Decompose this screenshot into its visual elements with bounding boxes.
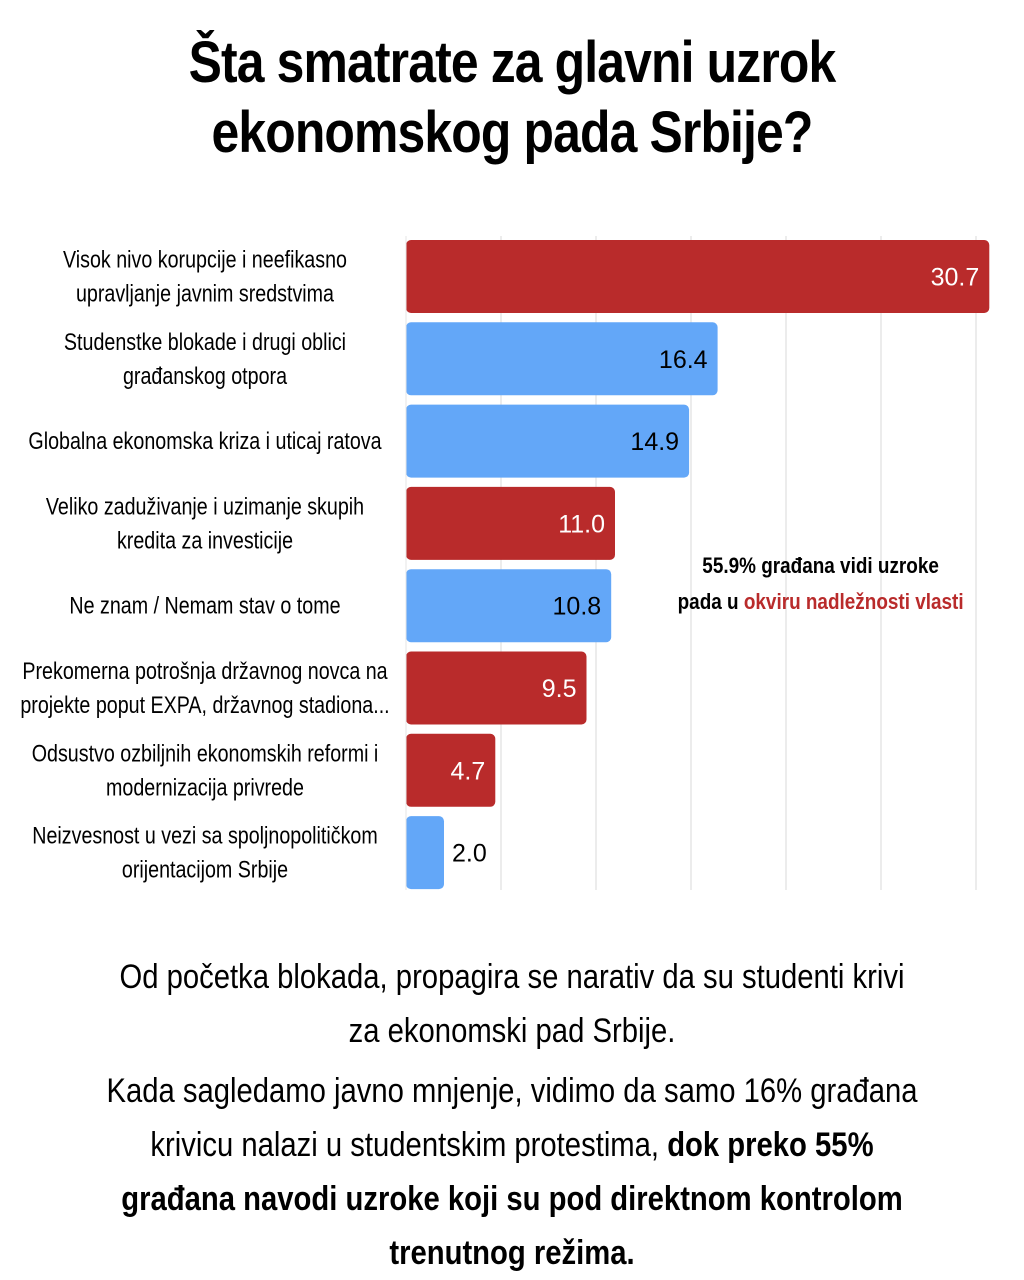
bar bbox=[406, 240, 990, 313]
caption-paragraph-2: Kada sagledamo javno mnjenje, vidimo da … bbox=[106, 1064, 918, 1280]
chart-title: Šta smatrate za glavni uzrok ekonomskog … bbox=[72, 28, 953, 168]
category-label-line: projekte poput EXPA, državnog stadiona..… bbox=[20, 691, 389, 718]
category-label-line: Odsustvo ozbiljnih ekonomskih reformi i bbox=[32, 739, 379, 766]
category-label-line: Visok nivo korupcije i neefikasno bbox=[63, 246, 347, 273]
data-label: 2.0 bbox=[452, 840, 487, 868]
data-label: 16.4 bbox=[659, 346, 708, 374]
bar-chart: 30.7 Visok nivo korupcije i neefikasno upr… bbox=[20, 236, 990, 890]
category-label: Odsustvo ozbiljnih ekonomskih reformi i m… bbox=[32, 739, 379, 800]
data-label: 10.8 bbox=[553, 593, 602, 621]
bar bbox=[406, 733, 496, 807]
category-label-line: modernizacija privrede bbox=[106, 773, 304, 800]
category-label-line: Studenstke blokade i drugi oblici bbox=[64, 328, 346, 355]
annotation-line-2-prefix: pada u bbox=[677, 589, 744, 614]
category-label: Visok nivo korupcije i neefikasno upravlj… bbox=[63, 246, 347, 307]
bar bbox=[406, 651, 587, 725]
bar bbox=[406, 404, 690, 478]
data-label: 4.7 bbox=[451, 757, 486, 785]
chart-title-line-2: ekonomskog pada Srbije? bbox=[211, 100, 813, 165]
category-label: Veliko zaduživanje i uzimanje skupih kred… bbox=[46, 493, 364, 554]
category-label-line: Neizvesnost u vezi sa spoljnopolitičkom bbox=[32, 822, 378, 849]
category-label-line: upravljanje javnim sredstvima bbox=[76, 280, 335, 307]
category-label: Prekomerna potrošnja državnog novca na pr… bbox=[20, 657, 389, 718]
category-label-line: kredita za investicije bbox=[117, 527, 293, 554]
category-label: Studenstke blokade i drugi oblici građans… bbox=[64, 328, 346, 389]
annotation-line-1: 55.9% građana vidi uzroke bbox=[702, 553, 939, 578]
category-label-line: Globalna ekonomska kriza i uticaj ratova bbox=[28, 427, 382, 454]
data-label: 30.7 bbox=[931, 264, 980, 292]
annotation-highlight: okviru nadležnosti vlasti bbox=[743, 589, 964, 614]
chart-annotation: 55.9% građana vidi uzroke pada u okviru … bbox=[640, 548, 1001, 620]
caption-paragraph-1: Od početka blokada, propagira se narativ… bbox=[119, 958, 905, 1050]
category-label-line: građanskog otpora bbox=[123, 362, 288, 389]
category-label: Globalna ekonomska kriza i uticaj ratova bbox=[28, 427, 382, 454]
category-label-line: Veliko zaduživanje i uzimanje skupih bbox=[46, 493, 364, 520]
caption-paragraph-2-emphasis: dok preko 55% građana navodi uzroke koji… bbox=[121, 1126, 903, 1272]
category-label: Neizvesnost u vezi sa spoljnopolitičkom o… bbox=[32, 822, 378, 883]
category-label-line: Prekomerna potrošnja državnog novca na bbox=[22, 657, 388, 684]
data-label: 9.5 bbox=[542, 675, 577, 703]
data-label: 14.9 bbox=[630, 428, 679, 456]
bar bbox=[406, 569, 612, 643]
category-label: Ne znam / Nemam stav o tome bbox=[69, 592, 340, 619]
caption-paragraph-2-text: Kada sagledamo javno mnjenje, vidimo da … bbox=[106, 1072, 918, 1164]
bar bbox=[406, 816, 444, 890]
category-label-line: orijentacijom Srbije bbox=[122, 856, 288, 883]
category-label-line: Ne znam / Nemam stav o tome bbox=[69, 592, 340, 619]
bar bbox=[406, 486, 615, 560]
chart-title-line-1: Šta smatrate za glavni uzrok bbox=[188, 30, 837, 95]
bar bbox=[406, 322, 718, 396]
data-label: 11.0 bbox=[558, 510, 605, 538]
annotation-line-2: pada u okviru nadležnosti vlasti bbox=[640, 584, 1001, 620]
